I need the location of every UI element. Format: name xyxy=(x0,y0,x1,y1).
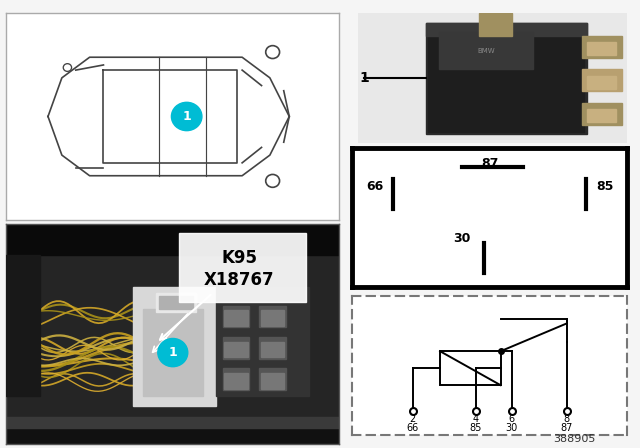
Bar xyxy=(223,368,250,390)
Text: 66: 66 xyxy=(366,180,383,193)
Bar xyxy=(133,287,216,406)
Bar xyxy=(261,310,284,326)
Bar xyxy=(223,306,250,327)
Bar xyxy=(440,351,500,385)
Circle shape xyxy=(172,102,202,131)
Text: 8: 8 xyxy=(564,414,570,424)
Bar xyxy=(6,417,339,428)
Text: 388905: 388905 xyxy=(553,434,595,444)
Text: 85: 85 xyxy=(470,422,482,433)
Bar xyxy=(6,255,40,396)
Bar xyxy=(428,25,584,132)
Bar xyxy=(6,425,339,444)
Text: 66: 66 xyxy=(406,422,419,433)
Bar xyxy=(176,296,193,309)
Bar xyxy=(156,293,196,312)
Bar xyxy=(587,42,616,55)
Text: 2: 2 xyxy=(410,414,415,424)
Circle shape xyxy=(158,339,188,366)
Text: 85: 85 xyxy=(596,180,614,193)
Text: 30: 30 xyxy=(506,422,518,433)
Bar xyxy=(259,337,286,359)
Bar xyxy=(216,287,309,396)
Bar xyxy=(225,373,248,389)
Text: 1: 1 xyxy=(360,71,369,86)
Bar xyxy=(426,23,587,36)
Text: BMW: BMW xyxy=(477,47,495,54)
Text: 6: 6 xyxy=(509,414,515,424)
Text: 4: 4 xyxy=(473,414,479,424)
Text: 30: 30 xyxy=(453,232,470,245)
Bar xyxy=(261,341,284,358)
Bar xyxy=(582,69,622,91)
Bar xyxy=(439,32,533,69)
Text: K95: K95 xyxy=(221,250,257,267)
Bar xyxy=(587,109,616,122)
Bar xyxy=(259,368,286,390)
Text: 1: 1 xyxy=(182,110,191,123)
Bar xyxy=(426,23,587,134)
Bar xyxy=(143,309,203,396)
Bar xyxy=(159,296,176,309)
Text: X18767: X18767 xyxy=(204,271,275,289)
Bar xyxy=(587,76,616,89)
Bar xyxy=(259,306,286,327)
Bar xyxy=(261,373,284,389)
Bar xyxy=(225,341,248,358)
Bar xyxy=(223,337,250,359)
Bar xyxy=(479,13,511,36)
Bar xyxy=(225,310,248,326)
Text: 1: 1 xyxy=(168,346,177,359)
Bar xyxy=(6,224,339,255)
Text: 87: 87 xyxy=(561,422,573,433)
Text: 87: 87 xyxy=(481,156,499,169)
Bar xyxy=(179,233,306,302)
Bar xyxy=(582,103,622,125)
Bar xyxy=(582,36,622,58)
